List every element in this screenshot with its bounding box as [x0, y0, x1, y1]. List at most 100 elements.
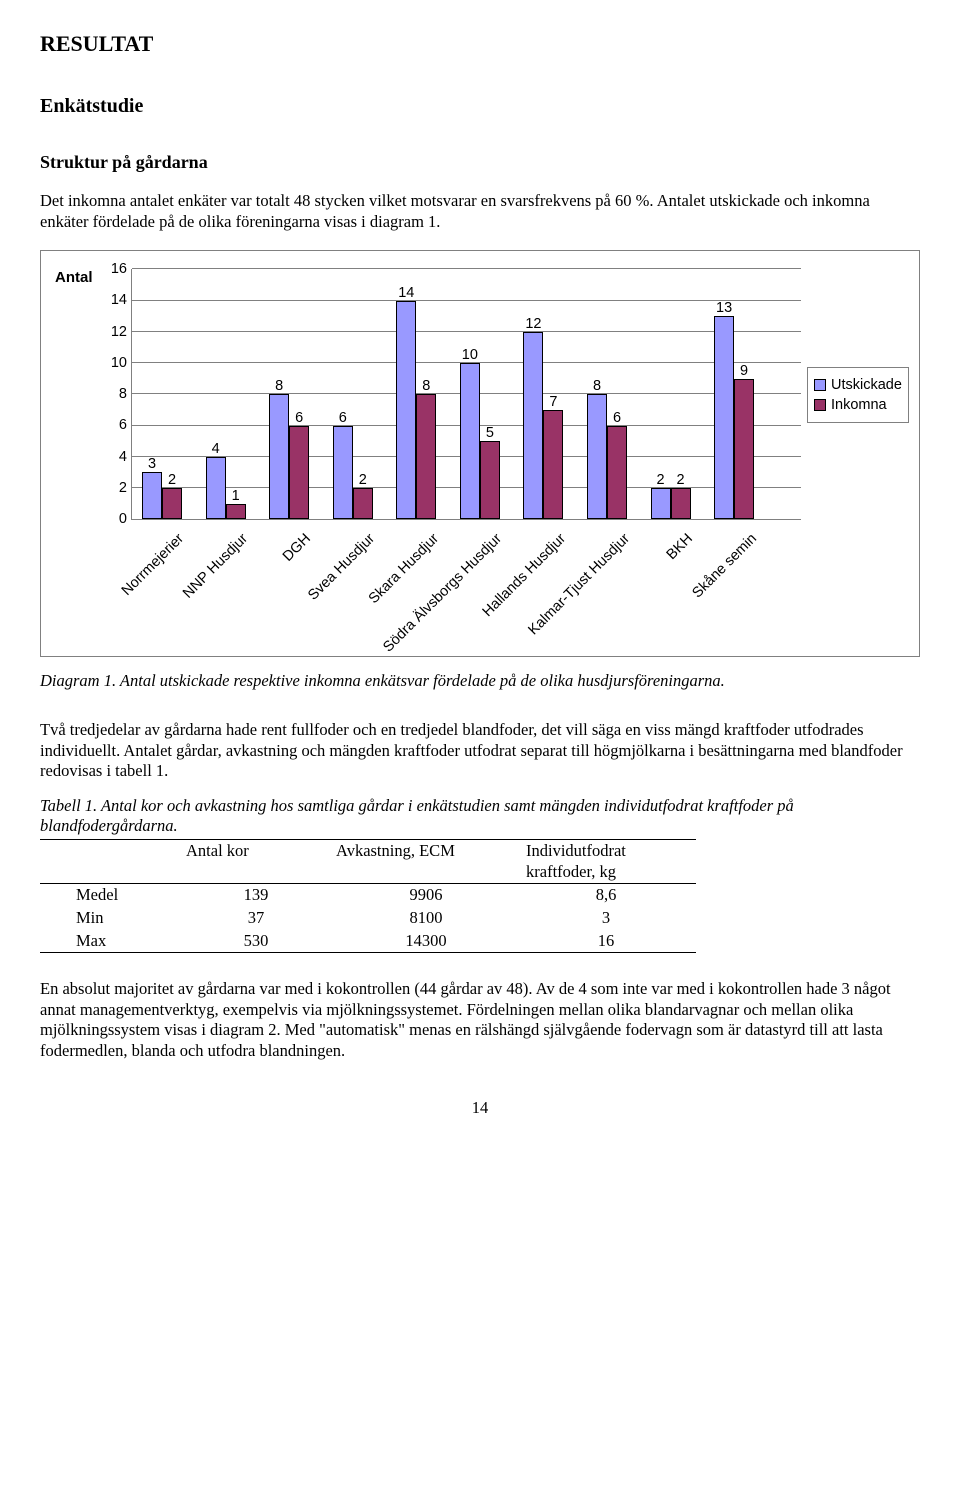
bar: 2: [162, 488, 182, 519]
y-axis-ticks: 0246810121416: [105, 269, 131, 519]
x-axis-label: Skåne semin: [689, 530, 761, 602]
bar: 7: [543, 410, 563, 519]
y-tick: 16: [111, 260, 127, 278]
bar: 8: [587, 394, 607, 519]
bar-group: 22: [651, 488, 691, 519]
table-cell: Medel: [40, 884, 186, 907]
bar: 9: [734, 379, 754, 520]
bar-group: 41: [206, 457, 246, 520]
bar-value-label: 5: [486, 424, 494, 442]
bar-value-label: 8: [422, 377, 430, 395]
table-cell: 14300: [336, 930, 526, 953]
bar-value-label: 13: [716, 299, 732, 317]
table-row: Max5301430016: [40, 930, 696, 953]
paragraph-2: Två tredjedelar av gårdarna hade rent fu…: [40, 720, 920, 782]
bar-value-label: 6: [295, 409, 303, 427]
legend-label: Utskickade: [831, 376, 902, 394]
table-cell: 530: [186, 930, 336, 953]
page-heading: RESULTAT: [40, 30, 920, 58]
table-cell: 9906: [336, 884, 526, 907]
chart-plot-area: 324186621481051278622139: [131, 269, 801, 520]
data-table: Antal korAvkastning, ECMIndividutfodratk…: [40, 839, 696, 953]
y-tick: 0: [119, 510, 127, 528]
bar: 13: [714, 316, 734, 519]
legend-label: Inkomna: [831, 396, 887, 414]
bar: 6: [289, 426, 309, 520]
y-tick: 14: [111, 291, 127, 309]
x-axis-label: Norrmejerier: [118, 530, 188, 600]
bar-value-label: 6: [339, 409, 347, 427]
x-axis-label: DGH: [280, 530, 316, 566]
bar-value-label: 6: [613, 409, 621, 427]
bar: 1: [226, 504, 246, 520]
table-cell: Max: [40, 930, 186, 953]
bar: 14: [396, 301, 416, 520]
bar-group: 86: [587, 394, 627, 519]
bar-value-label: 3: [148, 455, 156, 473]
bar: 6: [333, 426, 353, 520]
x-axis-label: NNP Husdjur: [179, 530, 251, 602]
table-row: Min3781003: [40, 907, 696, 930]
bar-value-label: 2: [168, 471, 176, 489]
page-number: 14: [40, 1098, 920, 1119]
bar-group: 148: [396, 301, 436, 520]
y-axis-label: Antal: [55, 269, 105, 520]
legend-item: Inkomna: [814, 396, 902, 414]
bar-value-label: 14: [398, 284, 414, 302]
table-header-cell: [40, 840, 186, 884]
bar-value-label: 7: [549, 393, 557, 411]
x-axis-labels: NorrmejerierNNP HusdjurDGHSvea HusdjurSk…: [131, 520, 801, 650]
bar-value-label: 4: [212, 440, 220, 458]
bar: 6: [607, 426, 627, 520]
section-heading: Enkätstudie: [40, 94, 920, 119]
subsection-heading: Struktur på gårdarna: [40, 151, 920, 174]
y-tick: 12: [111, 323, 127, 341]
bar: 4: [206, 457, 226, 520]
bar-value-label: 1: [232, 487, 240, 505]
table-cell: 16: [526, 930, 696, 953]
chart-legend: Utskickade Inkomna: [807, 367, 909, 423]
bar-value-label: 12: [525, 315, 541, 333]
x-axis-label: Södra Älvsborgs Husdjur: [380, 530, 506, 656]
bar: 12: [523, 332, 543, 520]
table-cell: 139: [186, 884, 336, 907]
bar-value-label: 8: [593, 377, 601, 395]
y-tick: 2: [119, 479, 127, 497]
legend-swatch: [814, 399, 826, 411]
table-cell: 8,6: [526, 884, 696, 907]
table-cell: 3: [526, 907, 696, 930]
bar-value-label: 2: [676, 471, 684, 489]
table-caption: Tabell 1. Antal kor och avkastning hos s…: [40, 796, 920, 837]
bar-value-label: 2: [656, 471, 664, 489]
bar-value-label: 10: [462, 346, 478, 364]
bar-value-label: 9: [740, 362, 748, 380]
bar: 3: [142, 472, 162, 519]
bar: 8: [269, 394, 289, 519]
bar-value-label: 8: [275, 377, 283, 395]
bar: 10: [460, 363, 480, 519]
diagram-caption: Diagram 1. Antal utskickade respektive i…: [40, 671, 920, 692]
table-cell: 8100: [336, 907, 526, 930]
bar: 2: [651, 488, 671, 519]
bar: 2: [353, 488, 373, 519]
legend-item: Utskickade: [814, 376, 902, 394]
y-tick: 6: [119, 416, 127, 434]
table-cell: Min: [40, 907, 186, 930]
bar-group: 32: [142, 472, 182, 519]
bar-group: 105: [460, 363, 500, 519]
y-tick: 8: [119, 385, 127, 403]
table-header-cell: Antal kor: [186, 840, 336, 884]
table-header-cell: Avkastning, ECM: [336, 840, 526, 884]
bar-group: 139: [714, 316, 754, 519]
paragraph-3: En absolut majoritet av gårdarna var med…: [40, 979, 920, 1062]
bar-group: 62: [333, 426, 373, 520]
table-header-cell: Individutfodratkraftfoder, kg: [526, 840, 696, 884]
legend-swatch: [814, 379, 826, 391]
bar: 2: [671, 488, 691, 519]
bar: 8: [416, 394, 436, 519]
bar: 5: [480, 441, 500, 519]
bar-group: 127: [523, 332, 563, 520]
bar-value-label: 2: [359, 471, 367, 489]
paragraph-1: Det inkomna antalet enkäter var totalt 4…: [40, 191, 920, 232]
y-tick: 4: [119, 448, 127, 466]
